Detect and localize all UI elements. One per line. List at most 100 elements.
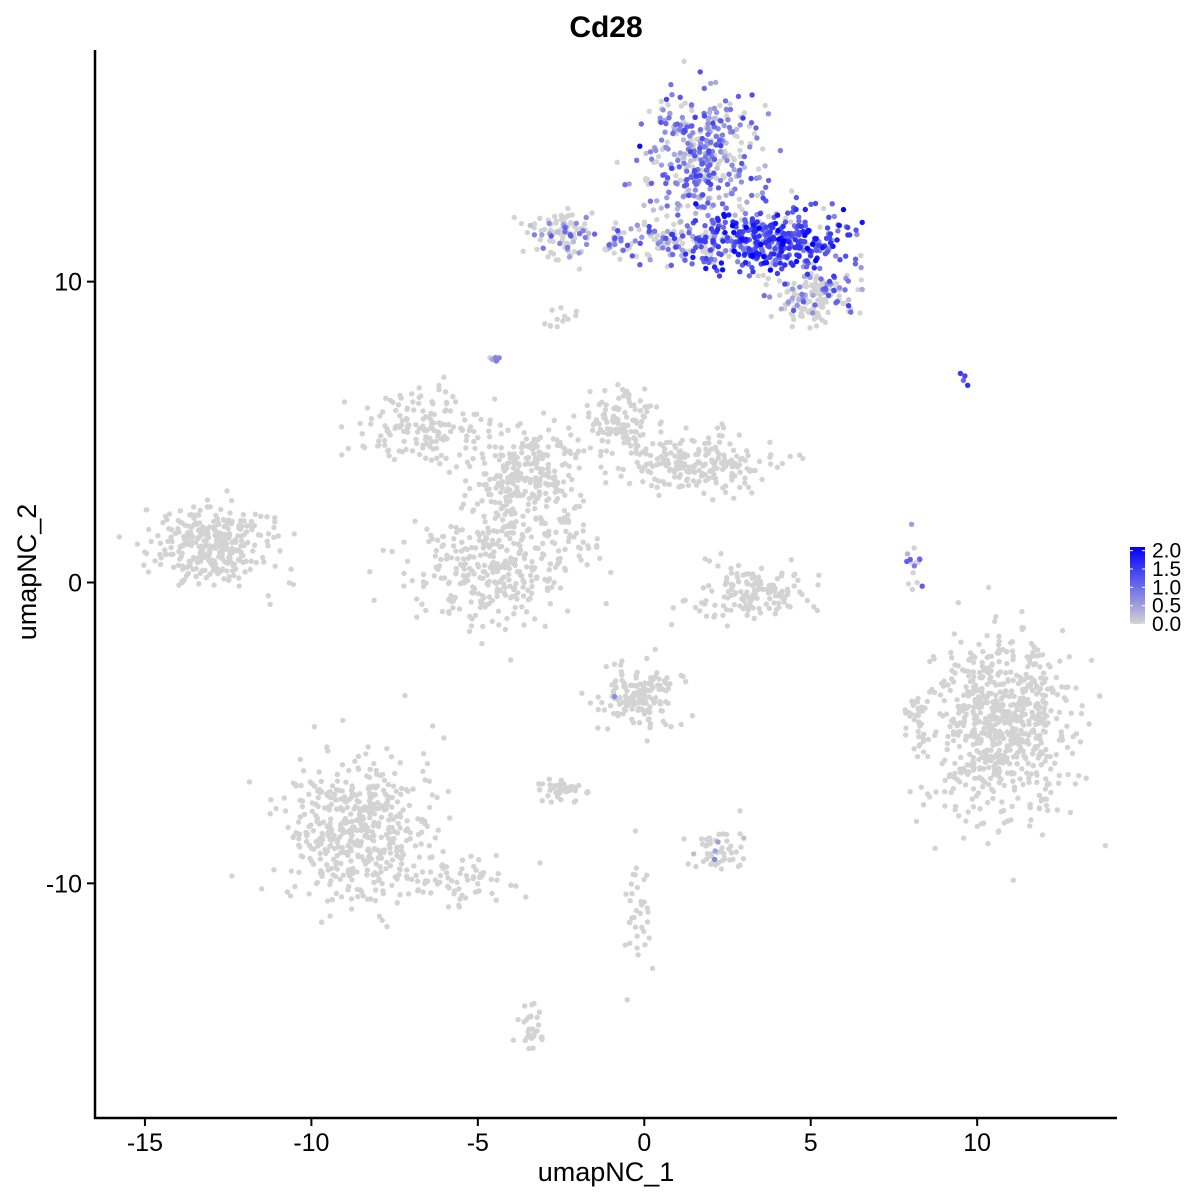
cell-point: [431, 420, 437, 426]
cell-point: [663, 439, 670, 446]
cell-point: [426, 778, 432, 784]
cell-point: [364, 872, 370, 878]
cell-point: [495, 608, 502, 614]
cell-point: [404, 423, 411, 430]
cell-point: [316, 787, 323, 793]
x-axis-title: umapNC_1: [538, 1157, 675, 1187]
cell-point: [1014, 761, 1020, 767]
cell-point: [636, 226, 642, 233]
cell-point: [545, 461, 552, 468]
cell-point: [657, 701, 664, 707]
cell-point: [245, 539, 251, 546]
cell-point: [763, 601, 769, 607]
cell-point: [615, 465, 621, 472]
cell-point: [536, 781, 542, 787]
cell-point: [287, 893, 294, 899]
cell-point: [650, 696, 656, 703]
cell-point: [513, 581, 519, 587]
cell-point: [325, 793, 331, 799]
cell-point: [719, 201, 726, 207]
cell-point: [758, 565, 765, 571]
cell-point: [571, 413, 577, 419]
cell-point: [633, 441, 639, 447]
cell-point: [674, 121, 681, 127]
cell-point: [562, 229, 568, 235]
cell-point: [197, 507, 203, 513]
cell-point: [275, 533, 281, 539]
cell-point: [681, 836, 687, 842]
cell-point: [524, 475, 530, 481]
cell-point: [316, 769, 322, 775]
cell-point: [603, 448, 610, 454]
cell-point: [649, 965, 656, 972]
cell-point: [546, 776, 552, 782]
cell-point: [729, 191, 735, 197]
cell-point: [729, 129, 736, 135]
cell-point: [264, 538, 270, 544]
cell-point: [649, 463, 656, 470]
cell-point: [1063, 697, 1069, 703]
cell-point: [710, 469, 716, 476]
cell-point: [341, 818, 347, 824]
cell-point: [578, 492, 584, 498]
cell-point: [909, 586, 916, 593]
cell-point: [737, 603, 743, 609]
cell-point: [637, 240, 643, 246]
cell-point: [338, 424, 345, 430]
cell-point: [945, 733, 951, 740]
cell-point: [986, 653, 992, 660]
cell-point: [141, 562, 147, 568]
cell-point: [241, 518, 247, 524]
cell-point: [511, 540, 517, 547]
cell-point: [561, 781, 567, 787]
cell-point: [711, 170, 717, 176]
cell-point: [413, 872, 419, 879]
cell-point: [904, 551, 911, 557]
cell-point: [554, 480, 561, 487]
cell-point: [991, 702, 998, 709]
cell-point: [690, 248, 696, 254]
cell-point: [1017, 674, 1023, 681]
cell-point: [374, 800, 381, 806]
cell-point: [915, 728, 921, 735]
cell-point: [639, 418, 645, 425]
cell-point: [176, 582, 182, 588]
cell-point: [306, 891, 312, 897]
cell-point: [623, 414, 630, 420]
cell-point: [716, 194, 722, 201]
cell-point: [645, 717, 651, 723]
cell-point: [685, 861, 691, 867]
cell-point: [479, 871, 486, 878]
cell-point: [1008, 693, 1014, 699]
cell-point: [204, 497, 211, 503]
cell-point: [431, 427, 437, 434]
cell-point: [459, 857, 466, 863]
cell-point: [513, 470, 519, 476]
cell-point: [689, 107, 695, 114]
cell-point: [551, 540, 558, 547]
cell-point: [684, 176, 690, 183]
cell-point: [453, 565, 459, 572]
cell-point: [742, 457, 748, 464]
cell-point: [518, 444, 525, 451]
cell-point: [423, 580, 429, 586]
cell-point: [1009, 803, 1015, 810]
cell-point: [981, 666, 988, 673]
cell-point: [711, 462, 717, 468]
cell-point: [905, 581, 912, 587]
cell-point: [169, 538, 175, 545]
cell-point: [970, 708, 976, 715]
cell-point: [1006, 761, 1013, 767]
cell-point: [198, 549, 204, 555]
cell-point: [802, 305, 808, 312]
cell-point: [207, 571, 213, 577]
cell-point: [561, 445, 567, 451]
cell-point: [997, 689, 1003, 695]
cell-point: [519, 531, 525, 538]
cell-point: [507, 535, 513, 542]
cell-point: [792, 571, 798, 577]
cell-point: [757, 610, 764, 616]
cell-point: [565, 512, 571, 518]
cell-point: [552, 489, 558, 495]
cell-point: [655, 153, 662, 160]
